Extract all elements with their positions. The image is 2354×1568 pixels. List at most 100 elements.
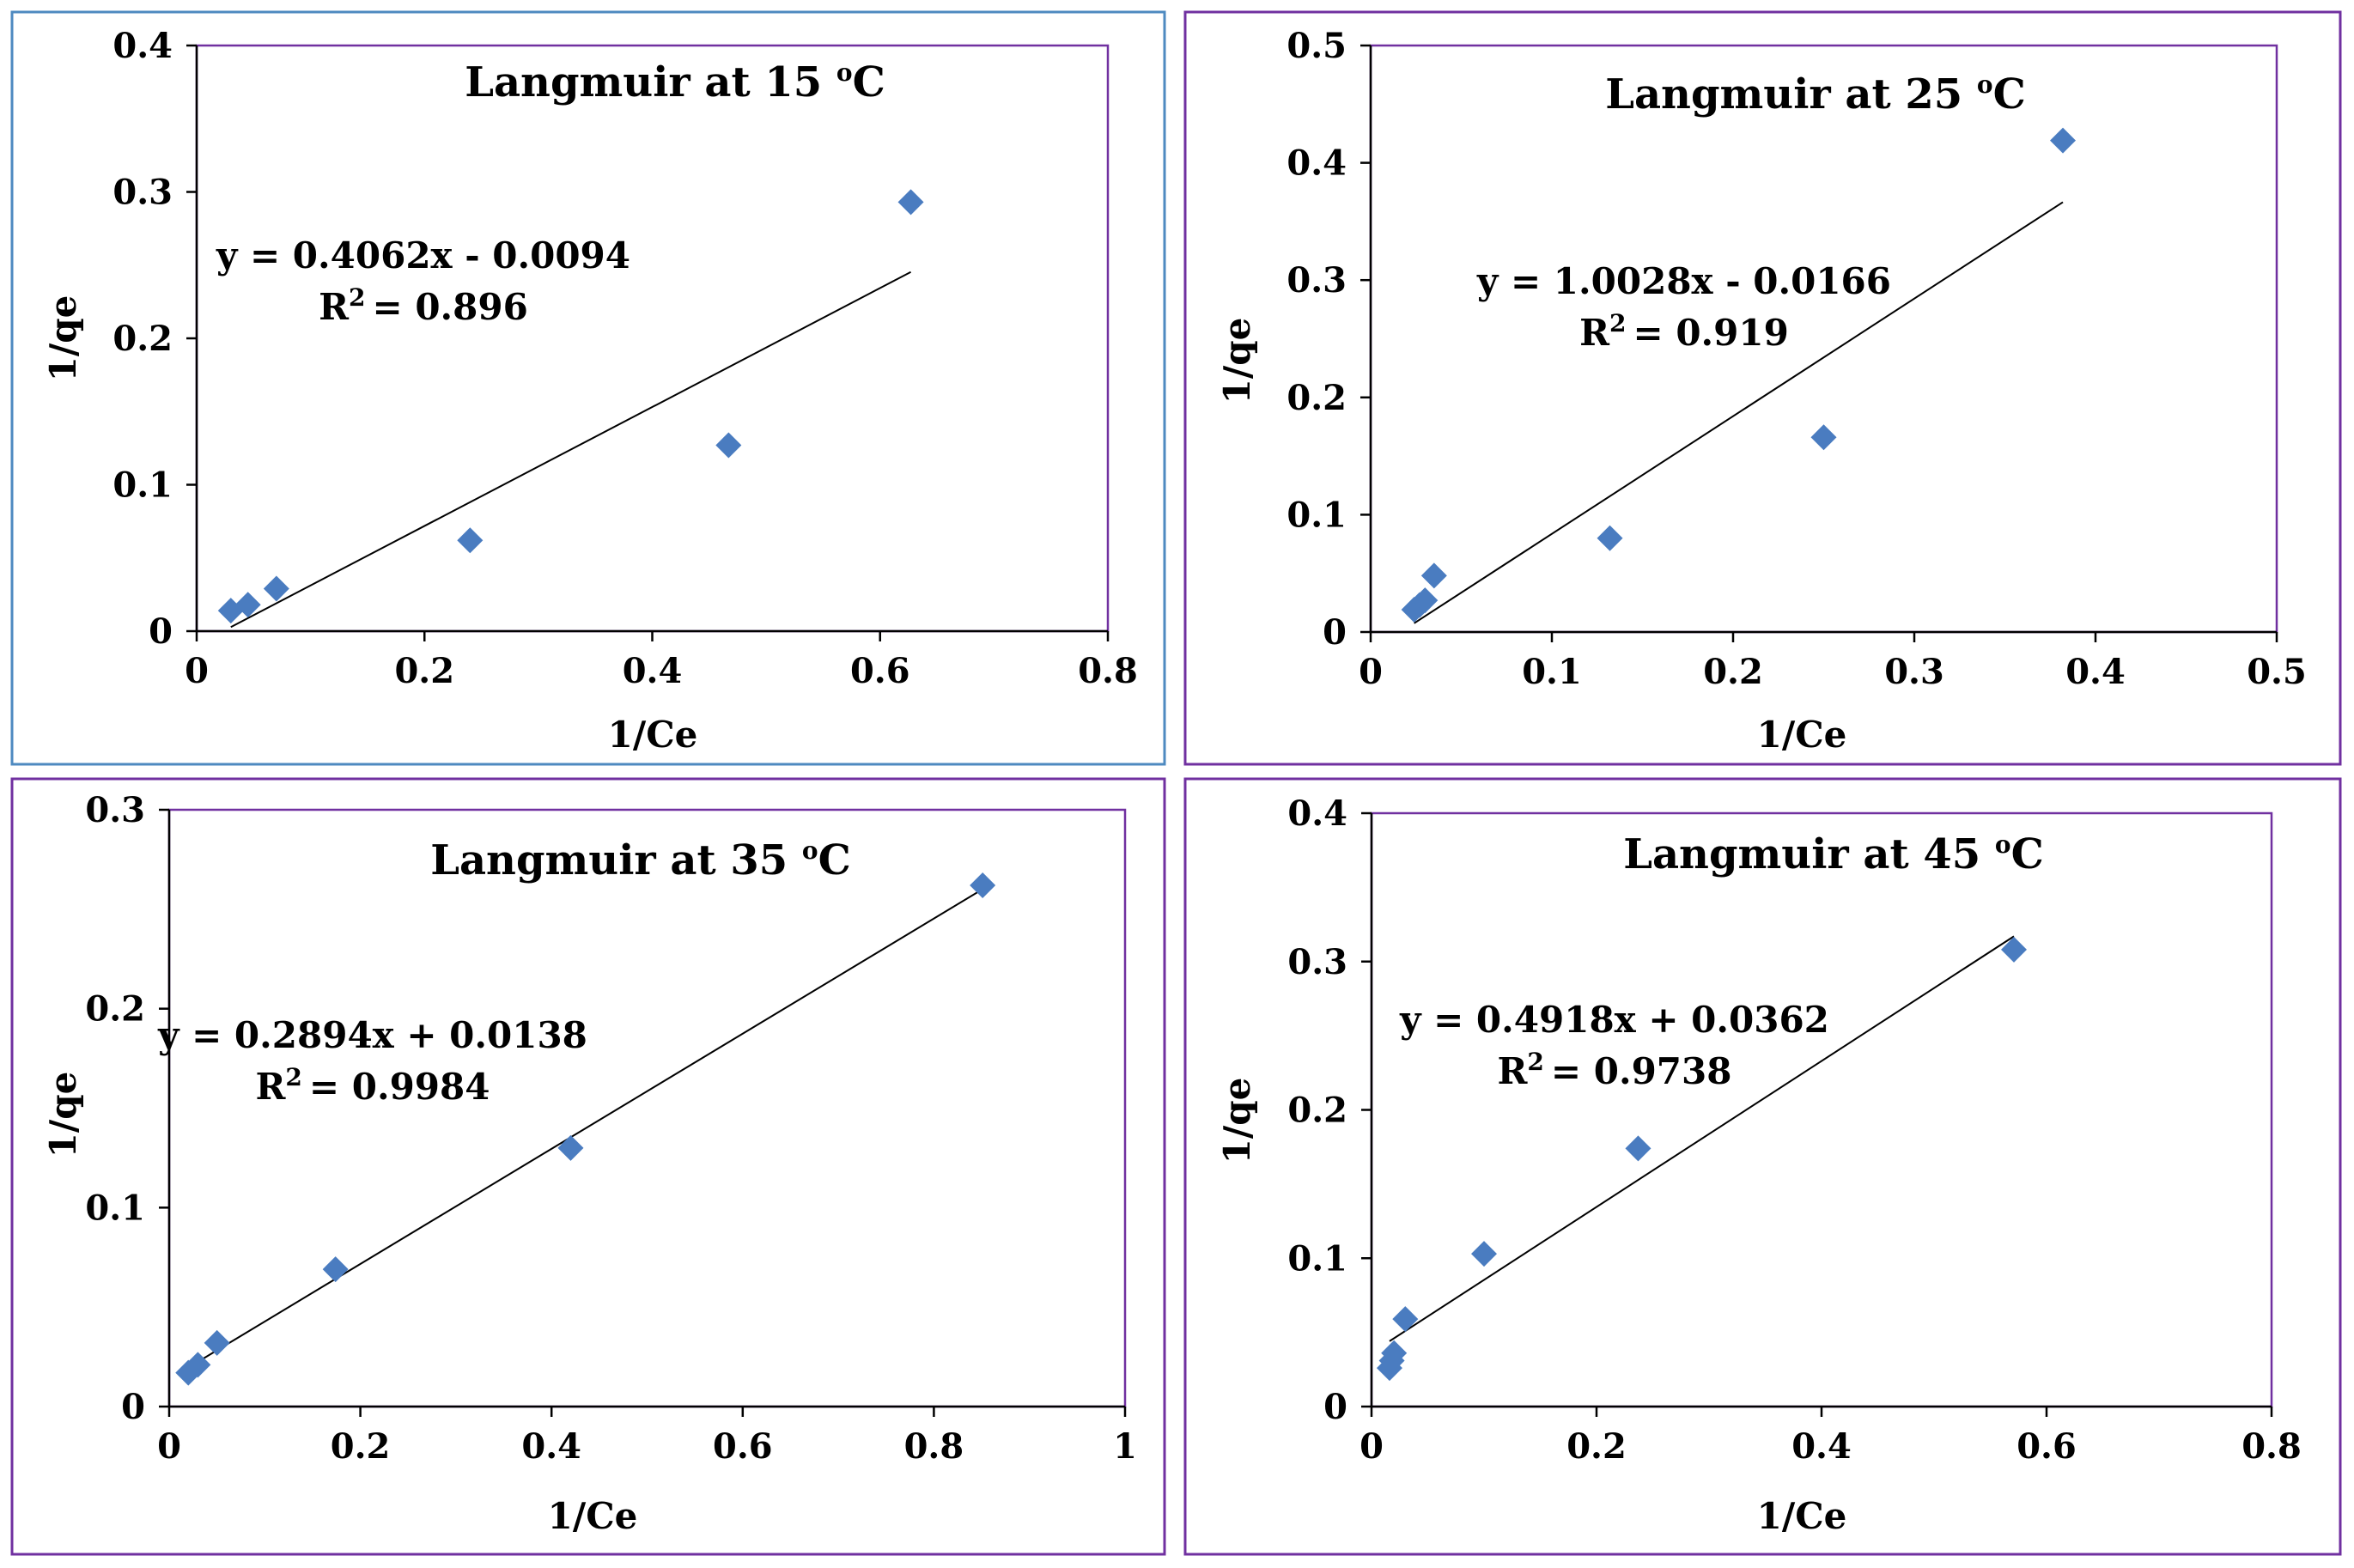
r2-label: R (1498, 1050, 1529, 1092)
x-tick-label: 0 (185, 651, 209, 691)
r-squared: R2 = 0.919 (1579, 309, 1789, 354)
y-axis-label: 1/qe (42, 295, 84, 382)
trend-equation: y = 0.4062x - 0.0094 (216, 234, 630, 277)
data-point (204, 1329, 230, 1356)
trend-equation: y = 0.2894x + 0.0138 (157, 1014, 587, 1056)
panel-frame (1183, 777, 2342, 1556)
r2-value: = 0.919 (1633, 312, 1789, 354)
trend-equation: y = 0.4918x + 0.0362 (1399, 999, 1829, 1041)
x-tick-label: 0.8 (1078, 651, 1138, 691)
trendline (187, 888, 983, 1369)
r2-value: = 0.9738 (1551, 1050, 1732, 1092)
data-point (234, 592, 261, 618)
y-tick-label: 0.4 (1286, 143, 1347, 184)
y-tick-label: 0 (149, 611, 173, 652)
x-tick-label: 0.2 (394, 651, 454, 691)
r2-exponent: 2 (1527, 1048, 1543, 1076)
trend-equation: y = 1.0028x - 0.0166 (1476, 260, 1891, 302)
data-point (2001, 936, 2028, 963)
title-unit: C (1993, 70, 2026, 119)
title-unit: C (2011, 830, 2044, 878)
data-point (1381, 1340, 1408, 1366)
data-point (1412, 587, 1439, 614)
data-point (970, 872, 996, 899)
trendline (230, 270, 912, 629)
title-degree: o (802, 836, 818, 865)
r2-label: R (256, 1066, 287, 1108)
y-tick-label: 0.1 (1287, 1238, 1347, 1279)
data-point (2050, 127, 2077, 154)
data-point (557, 1134, 584, 1161)
trendline (1414, 201, 2064, 624)
data-point (1625, 1135, 1651, 1162)
chart-panel-1: 0 0.2 0.4 0.6 0.8 0 0.1 0.2 0.3 0.4 Langmuir at 15… (10, 10, 1166, 766)
r2-value: = 0.896 (373, 286, 528, 328)
r-squared: R2 = 0.9738 (1498, 1048, 1732, 1092)
y-axis-label: 1/qe (1216, 1078, 1258, 1164)
title-degree: o (1995, 830, 2011, 859)
y-tick-label: 0.3 (113, 173, 173, 213)
x-axis-label: 1/Ce (1757, 714, 1847, 756)
x-tick-label: 0.4 (623, 651, 683, 691)
y-tick-label: 0.4 (113, 26, 173, 66)
y-tick-label: 0.1 (113, 465, 173, 506)
title-text: Langmuir at 35 (430, 836, 802, 884)
y-tick-label: 0.1 (1286, 495, 1347, 535)
r2-exponent: 2 (285, 1063, 301, 1091)
title-text: Langmuir at 45 (1623, 830, 1995, 878)
x-tick-label: 0.4 (521, 1426, 581, 1467)
x-tick-label: 0 (1359, 652, 1383, 692)
title-unit: C (818, 836, 851, 884)
y-tick-label: 0.3 (1287, 942, 1347, 982)
y-axis-label: 1/qe (42, 1072, 84, 1158)
panel-frame (1183, 10, 2342, 766)
r2-label: R (1579, 312, 1610, 354)
chart-panel-4: 0 0.2 0.4 0.6 0.8 0 0.1 0.2 0.3 0.4 Langmuir at 45… (1183, 777, 2342, 1556)
data-point (457, 527, 484, 554)
data-point (1810, 424, 1837, 451)
y-tick-label: 0.2 (1287, 1091, 1347, 1131)
chart-panel-3: 0 0.2 0.4 0.6 0.8 1 0 0.1 0.2 0.3 Langmuir at 35 o… (10, 777, 1166, 1556)
r2-exponent: 2 (349, 283, 365, 312)
x-tick-label: 0.8 (904, 1426, 964, 1467)
data-point (1597, 525, 1623, 551)
title-text: Langmuir at 15 (465, 58, 836, 106)
x-tick-label: 0.8 (2241, 1426, 2302, 1467)
x-tick-label: 0 (1359, 1426, 1384, 1467)
chart-title: Langmuir at 45 oC (1623, 830, 2044, 878)
trendline (1389, 935, 2015, 1342)
chart-title: Langmuir at 15 oC (465, 58, 885, 106)
chart-panel-2: 0 0.1 0.2 0.3 0.4 0.5 0 0.1 0.2 0.3 0.4 0.5 Langmuir… (1183, 10, 2342, 766)
data-point (185, 1352, 211, 1378)
data-point (1420, 562, 1447, 589)
y-tick-label: 0 (121, 1387, 145, 1427)
data-point (263, 575, 289, 602)
y-tick-label: 0 (1323, 1387, 1347, 1427)
x-tick-label: 0.6 (713, 1426, 773, 1467)
x-tick-label: 0.4 (1791, 1426, 1852, 1467)
title-degree: o (836, 58, 853, 87)
y-tick-label: 0.1 (85, 1188, 145, 1228)
r-squared: R2 = 0.896 (319, 283, 528, 328)
x-tick-label: 0.6 (850, 651, 910, 691)
y-tick-label: 0.3 (1286, 260, 1347, 301)
x-axis-label: 1/Ce (1757, 1495, 1847, 1537)
chart-title: Langmuir at 25 oC (1605, 70, 2026, 119)
panel-frame (10, 10, 1166, 766)
x-tick-label: 0.3 (1884, 652, 1944, 692)
data-point (322, 1256, 349, 1283)
r-squared: R2 = 0.9984 (256, 1063, 490, 1108)
title-text: Langmuir at 25 (1605, 70, 1977, 119)
x-axis-label: 1/Ce (608, 714, 698, 756)
y-tick-label: 0.2 (113, 319, 173, 359)
x-tick-label: 1 (1113, 1426, 1137, 1467)
x-tick-label: 0.2 (331, 1426, 391, 1467)
data-point (1471, 1241, 1497, 1267)
y-tick-label: 0.2 (1286, 378, 1347, 418)
chart-title: Langmuir at 35 oC (430, 836, 851, 884)
y-tick-label: 0.2 (85, 989, 145, 1030)
x-tick-label: 0 (157, 1426, 181, 1467)
title-degree: o (1977, 70, 1993, 99)
y-axis-label: 1/qe (1216, 318, 1258, 404)
